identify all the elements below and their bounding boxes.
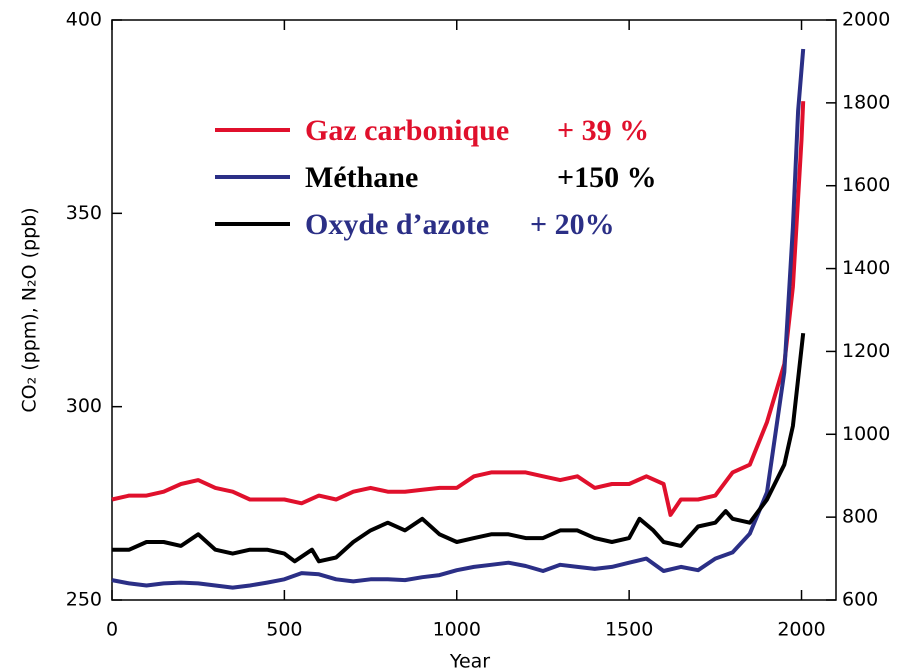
y2-tick-label: 2000 <box>842 9 890 31</box>
legend-label: Gaz carbonique <box>305 114 509 147</box>
x-tick-label: 2000 <box>777 619 825 641</box>
y2-tick-label: 600 <box>842 589 878 611</box>
legend-label: Oxyde d’azote <box>305 208 489 241</box>
y2-tick-label: 1800 <box>842 91 890 113</box>
y-tick-label: 400 <box>66 9 102 31</box>
y2-tick-label: 800 <box>842 506 878 528</box>
series-line <box>112 332 806 564</box>
series-line <box>111 101 806 517</box>
series-line <box>111 48 806 590</box>
x-tick-label: 0 <box>106 619 118 641</box>
y-tick-label: 300 <box>66 395 102 417</box>
y2-tick-label: 1400 <box>842 257 890 279</box>
x-tick-label: 500 <box>266 619 302 641</box>
legend-label: Méthane <box>305 161 418 194</box>
x-axis-title: Year <box>449 651 490 672</box>
y2-tick-label: 1000 <box>842 423 890 445</box>
y2-tick-label: 1200 <box>842 340 890 362</box>
plot-frame <box>111 19 837 601</box>
y-tick-label: 250 <box>66 589 102 611</box>
legend-change: +150 % <box>557 161 657 194</box>
x-tick-label: 1500 <box>605 619 653 641</box>
legend-change: + 39 % <box>557 114 649 147</box>
x-tick-label: 1000 <box>433 619 481 641</box>
y-tick-label: 350 <box>66 202 102 224</box>
y-axis-title: CO₂ (ppm), N₂O (ppb) <box>19 207 41 412</box>
legend-change: + 20% <box>530 208 615 241</box>
y2-tick-label: 1600 <box>842 174 890 196</box>
